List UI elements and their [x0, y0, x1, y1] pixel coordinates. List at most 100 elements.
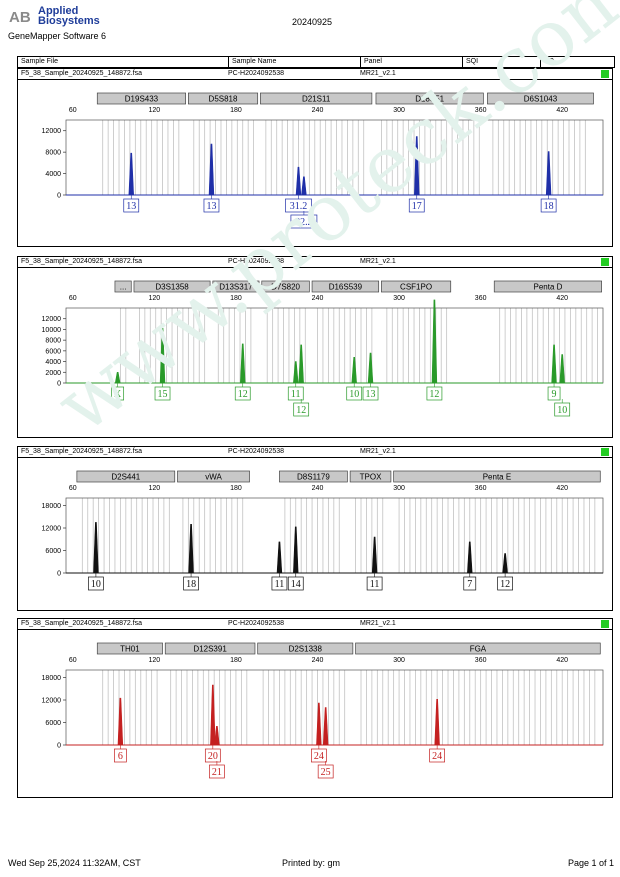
marker-label[interactable]: D18S51	[375, 92, 484, 105]
peak[interactable]	[316, 702, 322, 746]
marker-label[interactable]: D5S818	[188, 92, 259, 105]
y-tick-label: 6000	[45, 348, 61, 355]
peak[interactable]	[434, 698, 440, 746]
marker-label[interactable]: ...	[114, 280, 132, 293]
peak[interactable]	[208, 143, 215, 196]
marker-label[interactable]: TH01	[96, 642, 163, 655]
marker-name: TPOX	[360, 473, 382, 482]
x-tick-label: 300	[393, 107, 405, 114]
marker-label[interactable]: FGA	[355, 642, 601, 655]
marker-label[interactable]: D8S1179	[279, 470, 348, 483]
marker-name: Penta E	[483, 473, 511, 482]
marker-box	[212, 280, 260, 293]
peak[interactable]	[502, 553, 508, 574]
marker-name: D16S539	[329, 283, 363, 292]
peak[interactable]	[117, 697, 124, 746]
allele-label: 12	[296, 405, 306, 416]
marker-name: D19S433	[125, 95, 159, 104]
peak[interactable]	[467, 541, 473, 574]
allele-call[interactable]: 13	[362, 383, 379, 401]
marker-label[interactable]: D2S441	[76, 470, 176, 483]
peak[interactable]	[128, 152, 134, 196]
peak[interactable]	[276, 541, 283, 574]
allele-call[interactable]: 13	[203, 195, 220, 213]
peak[interactable]	[559, 354, 565, 384]
peak[interactable]	[367, 352, 374, 384]
marker-label[interactable]: D12S391	[164, 642, 256, 655]
allele-call[interactable]: 12	[426, 383, 443, 401]
allele-call[interactable]: 11	[287, 383, 304, 401]
peak[interactable]	[371, 536, 378, 574]
allele-call[interactable]: 25	[317, 761, 334, 779]
allele-label: 18	[186, 579, 196, 590]
allele-call[interactable]: 12	[497, 573, 513, 591]
allele-call[interactable]: 31.2	[285, 195, 312, 213]
marker-label[interactable]: D13S317	[212, 280, 260, 293]
peak[interactable]	[295, 166, 302, 196]
marker-label[interactable]: CSF1PO	[381, 280, 452, 293]
peak[interactable]	[214, 725, 220, 746]
peak[interactable]	[545, 151, 552, 196]
x-tick-label: 420	[556, 107, 568, 114]
marker-label[interactable]: D16S539	[311, 280, 380, 293]
peak[interactable]	[114, 371, 121, 384]
peak[interactable]	[240, 343, 246, 384]
allele-call[interactable]: 18	[183, 573, 199, 591]
peak[interactable]	[293, 526, 299, 574]
allele-call[interactable]: 10	[554, 399, 571, 417]
peak[interactable]	[351, 356, 357, 384]
allele-call[interactable]: 9	[547, 383, 561, 401]
marker-label[interactable]: TPOX	[349, 470, 392, 483]
peak[interactable]	[293, 361, 299, 384]
marker-label[interactable]: D21S11	[260, 92, 373, 105]
allele-box	[209, 764, 225, 779]
marker-box	[375, 92, 484, 105]
allele-call[interactable]: 6	[114, 745, 127, 763]
allele-call[interactable]: 11	[271, 573, 288, 591]
allele-call[interactable]: 14	[287, 573, 304, 591]
peak[interactable]	[298, 344, 304, 384]
x-tick-label: 120	[149, 107, 161, 114]
x-tick-label: 300	[393, 295, 405, 302]
peak[interactable]	[322, 707, 329, 746]
allele-call[interactable]: 24	[311, 745, 327, 763]
marker-label[interactable]: Penta D	[493, 280, 602, 293]
allele-box	[287, 576, 304, 591]
y-tick-label: 12000	[42, 526, 62, 533]
black-dye-panel: F5_38_Sample_20240925_148872.fsa PC-H2024…	[17, 446, 613, 611]
marker-label[interactable]: Penta E	[393, 470, 601, 483]
peak[interactable]	[210, 684, 216, 746]
marker-label[interactable]: D7S820	[261, 280, 310, 293]
allele-call[interactable]: 10	[346, 383, 363, 401]
allele-call[interactable]: 11	[366, 573, 383, 591]
allele-call[interactable]: 12	[293, 399, 310, 417]
marker-label[interactable]: vWA	[177, 470, 250, 483]
marker-name: D6S1043	[524, 95, 558, 104]
x-tick-label: 240	[312, 295, 324, 302]
marker-label[interactable]: D6S1043	[487, 92, 594, 105]
allele-call[interactable]: 10	[88, 573, 104, 591]
peak[interactable]	[414, 136, 420, 196]
allele-call[interactable]: 24	[429, 745, 445, 763]
allele-call[interactable]: 12	[234, 383, 251, 401]
allele-call[interactable]: 20	[204, 745, 221, 763]
allele-call[interactable]: 32.2	[290, 211, 318, 229]
allele-call[interactable]: 13	[123, 195, 140, 213]
marker-label[interactable]: D19S433	[96, 92, 186, 105]
allele-call[interactable]: X	[111, 383, 125, 401]
allele-call[interactable]: 17	[408, 195, 425, 213]
peak[interactable]	[188, 523, 194, 574]
peak[interactable]	[301, 176, 307, 196]
allele-label: 31.2	[290, 201, 308, 212]
allele-call[interactable]: 21	[209, 761, 225, 779]
peak[interactable]	[431, 299, 438, 384]
allele-call[interactable]: 18	[540, 195, 557, 213]
peak[interactable]	[159, 328, 166, 384]
peak[interactable]	[93, 522, 99, 574]
allele-call[interactable]: 7	[463, 573, 477, 591]
marker-label[interactable]: D2S1338	[257, 642, 354, 655]
allele-call[interactable]: 15	[154, 383, 171, 401]
peak[interactable]	[551, 344, 557, 384]
marker-label[interactable]: D3S1358	[133, 280, 211, 293]
